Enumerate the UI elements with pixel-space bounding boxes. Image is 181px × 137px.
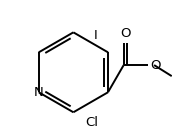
Text: O: O	[120, 27, 131, 40]
Text: N: N	[34, 86, 44, 99]
Text: Cl: Cl	[85, 116, 98, 129]
Text: I: I	[94, 29, 98, 42]
Text: O: O	[151, 59, 161, 72]
